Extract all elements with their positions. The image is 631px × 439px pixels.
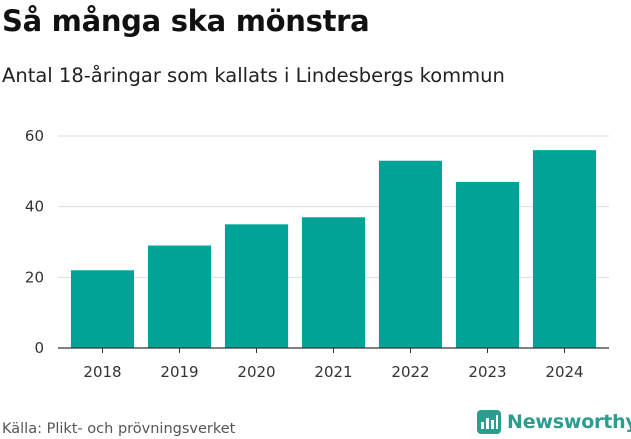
bar-2024 bbox=[532, 150, 597, 348]
source-note: Källa: Plikt- och prövningsverket bbox=[2, 421, 236, 437]
y-tick-label: 0 bbox=[34, 339, 44, 357]
bar-chart: 0 20 40 60 2018 2019 2020 2021 2022 2023 2024 bbox=[25, 127, 609, 381]
x-tick-label: 2022 bbox=[391, 363, 429, 381]
bar-2018 bbox=[70, 270, 135, 348]
x-tick-label: 2018 bbox=[83, 363, 121, 381]
x-tick-label: 2021 bbox=[314, 363, 352, 381]
bar-2021 bbox=[301, 217, 366, 348]
newsworthy-logo-icon bbox=[477, 410, 501, 434]
x-tick-label: 2023 bbox=[468, 363, 506, 381]
y-axis-ticks: 0 20 40 60 bbox=[25, 127, 44, 357]
bar-2020 bbox=[224, 224, 289, 348]
bars bbox=[70, 150, 597, 348]
x-tick-label: 2024 bbox=[545, 363, 583, 381]
bar-2023 bbox=[455, 181, 520, 348]
y-tick-label: 40 bbox=[25, 198, 44, 216]
x-axis-ticks: 2018 2019 2020 2021 2022 2023 2024 bbox=[83, 348, 584, 381]
brand-logo: Newsworthy bbox=[476, 407, 631, 437]
x-tick-label: 2020 bbox=[237, 363, 275, 381]
y-tick-label: 60 bbox=[25, 127, 44, 145]
bar-2022 bbox=[378, 160, 443, 348]
chart-subtitle: Antal 18-åringar som kallats i Lindesber… bbox=[2, 64, 505, 87]
x-tick-label: 2019 bbox=[160, 363, 198, 381]
bar-2019 bbox=[147, 245, 212, 348]
y-tick-label: 20 bbox=[25, 268, 44, 286]
brand-name: Newsworthy bbox=[507, 411, 631, 433]
chart-title: Så många ska mönstra bbox=[2, 4, 370, 38]
